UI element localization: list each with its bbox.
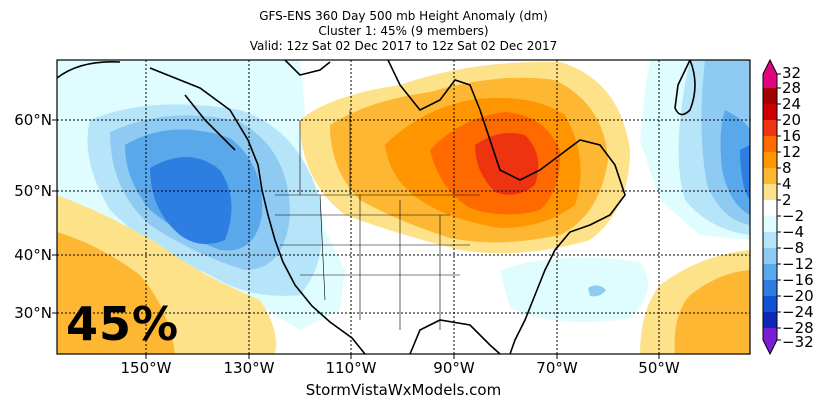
colorbar-label: 4 xyxy=(782,175,792,193)
cluster-percent: 45% xyxy=(66,297,180,351)
colorbar-label: −2 xyxy=(782,207,805,225)
axis-ticks xyxy=(52,119,660,359)
colorbar-label: −32 xyxy=(782,333,814,351)
credit: StormVistaWxModels.com xyxy=(305,381,502,399)
colorbar-label: −24 xyxy=(782,303,814,321)
colorbar-label: 12 xyxy=(782,143,802,161)
trough-w-4 xyxy=(150,156,232,244)
lon-label-150w: 150°W xyxy=(120,359,172,377)
lat-label-60: 60°N xyxy=(14,111,52,129)
lat-label-30: 30°N xyxy=(14,304,52,322)
colorbar-label: 8 xyxy=(782,159,792,177)
colorbar-label: −20 xyxy=(782,287,814,305)
coastlines xyxy=(57,60,696,354)
colorbar-label: 16 xyxy=(782,127,802,145)
title-line-3: Valid: 12z Sat 02 Dec 2017 to 12z Sat 02… xyxy=(249,39,558,53)
trough-ne-3 xyxy=(720,110,750,215)
colorbar-label: −8 xyxy=(782,239,805,257)
state-borders xyxy=(275,110,480,330)
colorbar-label: 32 xyxy=(782,64,802,82)
anomaly-field xyxy=(57,60,750,354)
colorbar-label: 24 xyxy=(782,95,802,113)
lon-label-70w: 70°W xyxy=(536,359,578,377)
colorbar-label: 2 xyxy=(782,191,792,209)
map-frame xyxy=(56,59,751,355)
colorbar-label: −16 xyxy=(782,271,814,289)
colorbar-label: 20 xyxy=(782,111,802,129)
title-line-2: Cluster 1: 45% (9 members) xyxy=(318,24,489,38)
colorbar-bottom-arrow xyxy=(763,340,777,354)
lon-label-50w: 50°W xyxy=(638,359,680,377)
colorbar-label: −28 xyxy=(782,319,814,337)
lat-label-40: 40°N xyxy=(14,246,52,264)
se-pos-2 xyxy=(674,270,750,354)
lon-label-130w: 130°W xyxy=(223,359,275,377)
colorbar-label: −4 xyxy=(782,223,805,241)
trough-ne-4 xyxy=(740,145,750,200)
colorbar-label: −12 xyxy=(782,255,814,273)
pocket-east xyxy=(588,285,606,297)
sw-pos-2 xyxy=(57,232,175,354)
title-line-1: GFS-ENS 360 Day 500 mb Height Anomaly (d… xyxy=(259,9,548,23)
lon-label-90w: 90°W xyxy=(433,359,475,377)
lon-label-110w: 110°W xyxy=(325,359,377,377)
colorbar-label: 28 xyxy=(782,79,802,97)
lat-label-50: 50°N xyxy=(14,182,52,200)
neg-band-east xyxy=(500,257,648,323)
graticule xyxy=(57,60,750,354)
colorbar-top-arrow xyxy=(763,60,777,74)
colorbar xyxy=(762,58,781,356)
